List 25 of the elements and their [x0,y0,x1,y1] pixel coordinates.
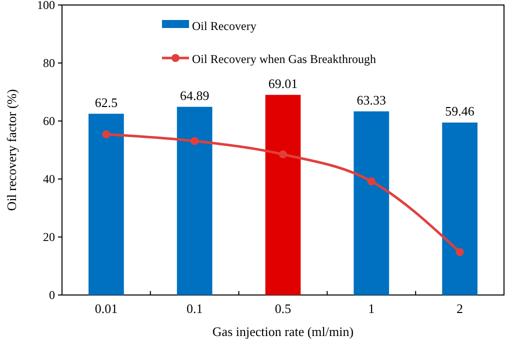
y-tick-label: 60 [43,114,55,128]
x-tick-label: 0.5 [274,301,292,316]
y-tick-label: 80 [43,56,55,70]
data-label: 69.01 [268,76,298,91]
legend-label: Oil Recovery when Gas Breakthrough [192,52,376,66]
y-tick-label: 40 [43,172,55,186]
y-tick-label: 100 [37,0,55,12]
legend-label: Oil Recovery [192,19,256,33]
data-label: 63.33 [356,92,386,108]
data-label: 59.46 [445,104,475,119]
x-axis-title: Gas injection rate (ml/min) [212,324,354,339]
point [367,177,376,186]
point [456,248,464,256]
x-tick-label: 0.1 [186,301,203,316]
point [190,137,199,146]
x-tick-label: 1 [368,301,375,316]
data-label: 62.5 [94,94,118,110]
point [102,130,110,138]
x-tick-label: 0.01 [94,301,118,316]
point [279,150,287,158]
data-label: 64.89 [180,88,210,103]
y-tick-label: 20 [43,230,55,244]
y-axis-title: Oil recovery factor (%) [4,89,19,211]
x-tick-label: 2 [456,301,464,316]
y-tick-label: 0 [49,288,55,302]
